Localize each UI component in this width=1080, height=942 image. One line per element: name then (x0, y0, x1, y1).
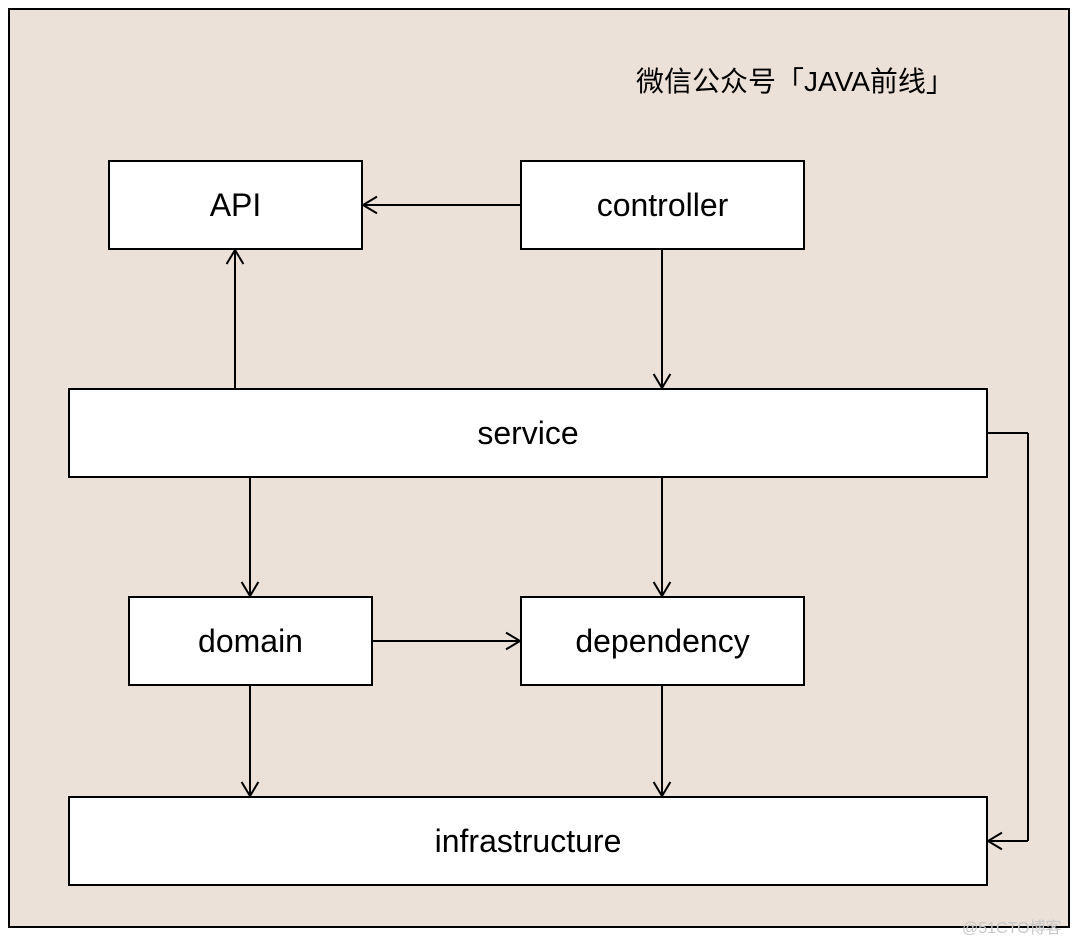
node-api: API (108, 160, 363, 250)
node-dependency: dependency (520, 596, 805, 686)
node-controller: controller (520, 160, 805, 250)
node-service: service (68, 388, 988, 478)
node-domain-label: domain (198, 623, 303, 660)
node-dependency-label: dependency (575, 623, 749, 660)
node-service-label: service (477, 415, 578, 452)
watermark: @51CTO博客 (962, 914, 1062, 938)
node-api-label: API (210, 187, 262, 224)
node-infrastructure-label: infrastructure (435, 823, 622, 860)
node-controller-label: controller (597, 187, 729, 224)
diagram-canvas: 微信公众号「JAVA前线」 API controller service dom… (0, 0, 1080, 942)
node-domain: domain (128, 596, 373, 686)
source-caption: 微信公众号「JAVA前线」 (636, 60, 954, 100)
node-infrastructure: infrastructure (68, 796, 988, 886)
